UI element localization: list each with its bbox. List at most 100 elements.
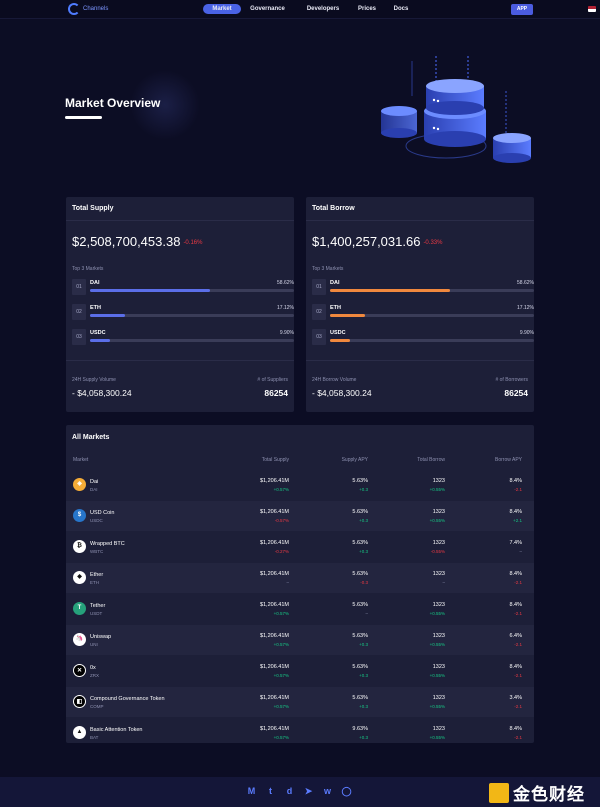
- borrow-card-title: Total Borrow: [306, 197, 534, 221]
- borrow-apy-change: -2.1: [514, 487, 522, 492]
- col-total-supply[interactable]: Total Supply: [261, 457, 289, 463]
- brand-logo[interactable]: Channels: [68, 3, 108, 15]
- market-index: 01: [312, 279, 326, 295]
- supply-apy-change: +0.3: [359, 735, 368, 740]
- card-divider: [66, 360, 294, 361]
- coin-name: Dai: [90, 479, 99, 485]
- borrow-market-row[interactable]: 02 ETH 17.12%: [312, 304, 534, 320]
- borrow-apy-change: -2.1: [514, 580, 522, 585]
- nav-developers[interactable]: Developers: [306, 6, 340, 12]
- eth-icon: ◆: [73, 571, 86, 584]
- market-name: DAI: [90, 280, 100, 286]
- col-borrow-apy[interactable]: Borrow APY: [495, 457, 522, 463]
- coin-name: Ether: [90, 572, 104, 578]
- borrow-market-row[interactable]: 03 USDC 9.90%: [312, 329, 534, 345]
- col-supply-apy[interactable]: Supply APY: [341, 457, 368, 463]
- supply-market-row[interactable]: 03 USDC 9.90%: [72, 329, 294, 345]
- nav-prices[interactable]: Prices: [357, 6, 376, 12]
- total-supply-change: -0.27%: [274, 549, 289, 554]
- telegram-icon[interactable]: ➤: [304, 786, 313, 796]
- col-market[interactable]: Market: [73, 457, 89, 463]
- total-borrow-change: +0.55%: [429, 518, 445, 523]
- language-flag-icon[interactable]: [588, 6, 596, 12]
- coin-name: 0x: [90, 665, 96, 671]
- market-percent: 58.62%: [277, 280, 294, 286]
- table-row[interactable]: ✕ 0x ZRX $1,206.41M +0.57% 5.63% +0.3 1323 +0.55…: [66, 656, 534, 686]
- borrow-apy-change: -2.1: [514, 704, 522, 709]
- borrow-volume-label: 24H Borrow Volume: [312, 377, 357, 383]
- total-borrow-value: 1323: [432, 633, 445, 639]
- coin-name: Wrapped BTC: [90, 541, 125, 547]
- market-index: 03: [312, 329, 326, 345]
- market-index: 02: [72, 304, 86, 320]
- chat-icon[interactable]: ◯: [341, 786, 352, 796]
- borrow-apy-value: 8.4%: [509, 571, 522, 577]
- app-button[interactable]: APP: [511, 4, 533, 15]
- total-borrow-change: +0.55%: [429, 611, 445, 616]
- borrow-apy-change: -2.1: [514, 673, 522, 678]
- market-bar-fill: [90, 314, 125, 317]
- table-title: All Markets: [72, 434, 110, 441]
- coin-symbol: ETH: [90, 580, 99, 585]
- total-borrow-change: +0.55%: [429, 673, 445, 678]
- market-name: ETH: [330, 305, 341, 311]
- supply-apy-value: 9.63%: [352, 726, 368, 732]
- supply-volume-label: 24H Supply Volume: [72, 377, 116, 383]
- borrowers-label: # of Borrowers: [495, 377, 528, 383]
- table-row[interactable]: T Tether USDT $1,206.41M +0.57% 5.63% – 1323 +0.…: [66, 594, 534, 624]
- market-bar: [330, 314, 534, 317]
- supply-apy-change: +0.3: [359, 487, 368, 492]
- supply-amount: $2,508,700,453.38: [72, 234, 181, 249]
- table-row[interactable]: ₿ Wrapped BTC WBTC $1,206.41M -0.27% 5.63% +0.…: [66, 532, 534, 562]
- borrow-market-row[interactable]: 01 DAI 58.62%: [312, 279, 534, 295]
- supply-card-title: Total Supply: [66, 197, 294, 221]
- nav-docs[interactable]: Docs: [393, 6, 409, 12]
- medium-icon[interactable]: M: [247, 786, 256, 796]
- market-bar: [90, 339, 294, 342]
- borrow-top-label: Top 3 Markets: [312, 266, 344, 272]
- supply-amount-wrap: $2,508,700,453.38 -0.16%: [72, 234, 202, 249]
- wechat-icon[interactable]: w: [323, 786, 331, 796]
- all-markets-table: All Markets Market Total Supply Supply A…: [66, 425, 534, 743]
- supply-apy-value: 5.63%: [352, 478, 368, 484]
- total-supply-change: +0.57%: [273, 735, 289, 740]
- market-name: DAI: [330, 280, 340, 286]
- wbtc-icon: ₿: [73, 540, 86, 553]
- supply-change: -0.16%: [183, 239, 203, 246]
- market-bar-fill: [330, 339, 351, 342]
- col-total-borrow[interactable]: Total Borrow: [417, 457, 445, 463]
- market-name: USDC: [90, 330, 106, 336]
- market-bar: [90, 314, 294, 317]
- market-bar: [90, 289, 294, 292]
- borrow-change: -0.33%: [423, 239, 443, 246]
- usdt-icon: T: [73, 602, 86, 615]
- nav-market[interactable]: Market: [203, 4, 241, 14]
- total-supply-change: +0.57%: [273, 611, 289, 616]
- total-supply-value: $1,206.41M: [259, 726, 289, 732]
- market-percent: 58.62%: [517, 280, 534, 286]
- discord-icon[interactable]: d: [286, 786, 293, 796]
- top-navbar: Channels Market Governance Developers Pr…: [0, 0, 600, 19]
- total-supply-value: $1,206.41M: [259, 571, 289, 577]
- table-row[interactable]: $ USD Coin USDC $1,206.41M -0.57% 5.63% +0.3 13…: [66, 501, 534, 531]
- twitter-icon[interactable]: t: [269, 786, 272, 796]
- table-row[interactable]: ◆ Ether ETH $1,206.41M – 5.63% -0.3 1323 – 8.4% -2…: [66, 563, 534, 593]
- borrow-apy-value: 8.4%: [509, 726, 522, 732]
- supply-market-row[interactable]: 02 ETH 17.12%: [72, 304, 294, 320]
- table-row[interactable]: ◈ Dai DAI $1,206.41M +0.57% 5.63% +0.3 1323 +0.5…: [66, 470, 534, 500]
- total-borrow-change: +0.55%: [429, 642, 445, 647]
- total-borrow-value: 1323: [432, 602, 445, 608]
- market-bar-fill: [330, 314, 365, 317]
- supply-apy-value: 5.63%: [352, 695, 368, 701]
- borrow-apy-value: 3.4%: [509, 695, 522, 701]
- table-row[interactable]: 🦄 Uniswap UNI $1,206.41M +0.57% 5.63% +0.3 1323…: [66, 625, 534, 655]
- table-row[interactable]: ◧ Compound Governance Token COMP $1,206.41M…: [66, 687, 534, 717]
- total-borrow-value: 1323: [432, 726, 445, 732]
- supply-market-row[interactable]: 01 DAI 58.62%: [72, 279, 294, 295]
- watermark: 金色财经: [489, 780, 585, 805]
- market-percent: 17.12%: [277, 305, 294, 311]
- suppliers-count: 86254: [264, 388, 288, 398]
- total-supply-value: $1,206.41M: [259, 509, 289, 515]
- nav-governance[interactable]: Governance: [250, 6, 285, 12]
- table-row[interactable]: ▲ Basic Attention Token BAT $1,206.41M +0.57…: [66, 718, 534, 748]
